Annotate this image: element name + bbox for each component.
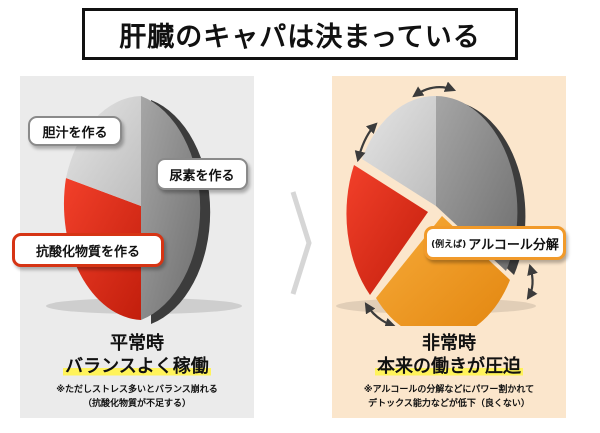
normal-note-line2: （抗酸化物質が不足する） xyxy=(82,399,191,409)
title-box: 肝臓のキャパは決まっている xyxy=(82,8,518,60)
urea-label: 尿素を作る xyxy=(169,168,235,184)
bile-slice xyxy=(362,95,436,206)
emergency-state-pie xyxy=(336,81,538,326)
alcohol-slice xyxy=(376,216,510,326)
urea-callout: 尿素を作る xyxy=(156,158,248,190)
emergency-state-title-text: 非常時 xyxy=(422,333,476,354)
bile-callout: 胆汁を作る xyxy=(28,116,122,146)
expand-arrow-icon xyxy=(364,302,397,326)
antioxidant-callout: 抗酸化物質を作る xyxy=(12,233,164,267)
chevron-right-icon xyxy=(290,191,312,295)
normal-state-title: 平常時 xyxy=(20,329,254,355)
emergency-state-subtitle-text: 本来の働きが圧迫 xyxy=(375,356,523,377)
emergency-note-line2: デトックス能力などが低下（良くない） xyxy=(368,399,530,409)
bile-slice xyxy=(66,96,141,206)
normal-state-panel: 胆汁を作る 尿素を作る 抗酸化物質を作る 平常時 バランスよく稼働 ※ただしスト… xyxy=(12,76,254,418)
normal-state-pie xyxy=(46,96,242,324)
normal-state-subtitle: バランスよく稼働 xyxy=(20,352,254,378)
bile-label: 胆汁を作る xyxy=(42,125,108,141)
antioxidant-label: 抗酸化物質を作る xyxy=(35,244,140,260)
emergency-state-subtitle: 本来の働きが圧迫 xyxy=(332,352,566,378)
normal-note-line1: ※ただしストレス多いとバランス崩れる xyxy=(56,385,218,395)
antioxidant-slice xyxy=(346,165,428,295)
example-prefix: (例えば) xyxy=(431,239,467,250)
page-title: 肝臓のキャパは決まっている xyxy=(119,21,481,53)
normal-state-subtitle-text: バランスよく稼働 xyxy=(63,356,211,377)
emergency-state-panel: (例えば) アルコール分解 非常時 本来の働きが圧迫 ※アルコールの分解などにパ… xyxy=(332,76,566,418)
expand-arrow-icon xyxy=(354,122,378,163)
alcohol-callout: (例えば) アルコール分解 xyxy=(424,226,566,260)
emergency-note-line1: ※アルコールの分解などにパワー割かれて xyxy=(363,385,535,395)
normal-state-title-text: 平常時 xyxy=(110,333,164,354)
emergency-state-title: 非常時 xyxy=(332,329,566,355)
expand-arrow-icon xyxy=(412,81,457,98)
expand-arrow-icon xyxy=(526,263,538,300)
alcohol-label: アルコール分解 xyxy=(468,237,559,253)
